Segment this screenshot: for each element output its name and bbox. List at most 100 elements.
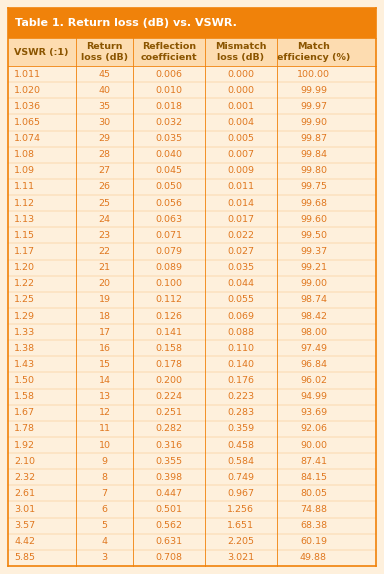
Text: 13: 13 bbox=[99, 392, 111, 401]
Text: 0.359: 0.359 bbox=[227, 424, 254, 433]
Text: 92.06: 92.06 bbox=[300, 424, 327, 433]
Text: 10: 10 bbox=[99, 440, 111, 449]
Text: 0.011: 0.011 bbox=[227, 183, 254, 192]
Text: 8: 8 bbox=[102, 473, 108, 482]
Bar bbox=[8, 356, 376, 373]
Text: 45: 45 bbox=[99, 69, 111, 79]
Text: 2.61: 2.61 bbox=[14, 489, 35, 498]
Text: 0.044: 0.044 bbox=[227, 279, 254, 288]
Text: 9: 9 bbox=[102, 457, 108, 466]
Text: 99.80: 99.80 bbox=[300, 166, 327, 175]
Text: 0.176: 0.176 bbox=[227, 376, 254, 385]
Bar bbox=[8, 130, 376, 146]
Text: 25: 25 bbox=[99, 199, 111, 208]
Text: 99.75: 99.75 bbox=[300, 183, 327, 192]
Text: 0.100: 0.100 bbox=[156, 279, 182, 288]
Text: 0.631: 0.631 bbox=[156, 537, 182, 546]
Bar bbox=[8, 389, 376, 405]
Text: 0.316: 0.316 bbox=[156, 440, 182, 449]
Bar bbox=[8, 324, 376, 340]
Text: 0.282: 0.282 bbox=[156, 424, 182, 433]
Text: 30: 30 bbox=[99, 118, 111, 127]
Text: 1.11: 1.11 bbox=[14, 183, 35, 192]
Text: 1.256: 1.256 bbox=[227, 505, 254, 514]
Text: 0.708: 0.708 bbox=[156, 553, 182, 563]
Text: 0.009: 0.009 bbox=[227, 166, 254, 175]
Text: 1.92: 1.92 bbox=[14, 440, 35, 449]
Text: 1.43: 1.43 bbox=[14, 360, 35, 369]
Text: 1.065: 1.065 bbox=[14, 118, 41, 127]
Text: 0.045: 0.045 bbox=[156, 166, 182, 175]
Text: 35: 35 bbox=[99, 102, 111, 111]
Text: 74.88: 74.88 bbox=[300, 505, 327, 514]
Text: 3: 3 bbox=[101, 553, 108, 563]
Text: 2.205: 2.205 bbox=[227, 537, 254, 546]
Text: 27: 27 bbox=[99, 166, 111, 175]
Text: 0.079: 0.079 bbox=[156, 247, 182, 256]
Bar bbox=[8, 308, 376, 324]
Text: 99.00: 99.00 bbox=[300, 279, 327, 288]
Text: 0.040: 0.040 bbox=[156, 150, 182, 159]
Bar bbox=[8, 550, 376, 566]
Text: 23: 23 bbox=[99, 231, 111, 240]
Text: 87.41: 87.41 bbox=[300, 457, 327, 466]
Text: 16: 16 bbox=[99, 344, 111, 353]
Text: 11: 11 bbox=[99, 424, 111, 433]
Text: 0.224: 0.224 bbox=[156, 392, 182, 401]
Bar bbox=[8, 146, 376, 163]
Text: 15: 15 bbox=[99, 360, 111, 369]
Text: 3.01: 3.01 bbox=[14, 505, 35, 514]
Text: 1.08: 1.08 bbox=[14, 150, 35, 159]
Text: 1.29: 1.29 bbox=[14, 312, 35, 320]
Text: 98.74: 98.74 bbox=[300, 296, 327, 304]
Text: 2.32: 2.32 bbox=[14, 473, 35, 482]
Text: 1.011: 1.011 bbox=[14, 69, 41, 79]
Text: Mismatch
loss (dB): Mismatch loss (dB) bbox=[215, 42, 266, 61]
Text: 0.005: 0.005 bbox=[227, 134, 254, 143]
Text: 0.501: 0.501 bbox=[156, 505, 182, 514]
Text: 0.562: 0.562 bbox=[156, 521, 182, 530]
Text: 0.110: 0.110 bbox=[227, 344, 254, 353]
Text: 28: 28 bbox=[99, 150, 111, 159]
Text: 29: 29 bbox=[99, 134, 111, 143]
Text: 24: 24 bbox=[99, 215, 111, 224]
Text: VSWR (:1): VSWR (:1) bbox=[14, 48, 68, 56]
Text: 0.158: 0.158 bbox=[156, 344, 182, 353]
Bar bbox=[8, 453, 376, 469]
Text: 4.42: 4.42 bbox=[14, 537, 35, 546]
Text: 0.004: 0.004 bbox=[227, 118, 254, 127]
Text: 1.20: 1.20 bbox=[14, 263, 35, 272]
Text: 3.57: 3.57 bbox=[14, 521, 35, 530]
Text: 0.140: 0.140 bbox=[227, 360, 254, 369]
Text: 1.13: 1.13 bbox=[14, 215, 35, 224]
Text: 2.10: 2.10 bbox=[14, 457, 35, 466]
Text: 99.50: 99.50 bbox=[300, 231, 327, 240]
Bar bbox=[8, 518, 376, 534]
Bar bbox=[8, 243, 376, 259]
Bar bbox=[8, 66, 376, 82]
Text: 99.84: 99.84 bbox=[300, 150, 327, 159]
Text: 0.027: 0.027 bbox=[227, 247, 254, 256]
Text: 96.02: 96.02 bbox=[300, 376, 327, 385]
Text: 96.84: 96.84 bbox=[300, 360, 327, 369]
Text: Table 1. Return loss (dB) vs. VSWR.: Table 1. Return loss (dB) vs. VSWR. bbox=[15, 18, 237, 28]
Text: 5: 5 bbox=[102, 521, 108, 530]
Text: 4: 4 bbox=[102, 537, 108, 546]
Text: 0.223: 0.223 bbox=[227, 392, 254, 401]
Bar bbox=[8, 437, 376, 453]
Text: 0.069: 0.069 bbox=[227, 312, 254, 320]
Text: 20: 20 bbox=[99, 279, 111, 288]
Text: 18: 18 bbox=[99, 312, 111, 320]
Text: 1.33: 1.33 bbox=[14, 328, 35, 336]
Text: 0.055: 0.055 bbox=[227, 296, 254, 304]
Text: 0.050: 0.050 bbox=[156, 183, 182, 192]
Text: 1.15: 1.15 bbox=[14, 231, 35, 240]
Text: 0.447: 0.447 bbox=[156, 489, 182, 498]
Text: 1.09: 1.09 bbox=[14, 166, 35, 175]
Text: 0.178: 0.178 bbox=[156, 360, 182, 369]
Bar bbox=[8, 195, 376, 211]
Bar bbox=[8, 373, 376, 389]
Text: Reflection
coefficient: Reflection coefficient bbox=[141, 42, 197, 61]
Text: 1.036: 1.036 bbox=[14, 102, 41, 111]
Text: 99.68: 99.68 bbox=[300, 199, 327, 208]
